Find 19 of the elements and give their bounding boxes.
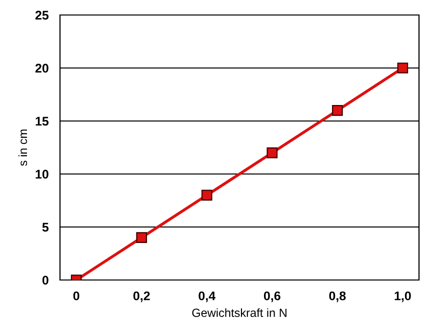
x-tick-label: 0,2: [133, 291, 150, 302]
y-tick-label: 0: [42, 276, 48, 285]
point: [332, 104, 343, 116]
point: [201, 190, 212, 201]
x-tick-label: 0,8: [329, 291, 346, 302]
y-tick-label: 15: [36, 116, 49, 126]
y-tick-label: 25: [35, 10, 49, 20]
point: [266, 147, 278, 158]
x-tick-label: 0,4: [198, 291, 216, 302]
point: [136, 232, 148, 244]
x-tick-label: 0: [73, 291, 80, 300]
point: [397, 62, 408, 74]
x-tick-label: 1,0: [394, 291, 411, 302]
y-axis-title: s in cm: [18, 130, 28, 166]
y-tick-label: 5: [42, 222, 49, 232]
y-tick-label: 10: [36, 170, 48, 179]
x-tick-label: 0,6: [264, 291, 280, 302]
y-tick-label: 20: [35, 64, 48, 73]
x-axis-title: Gewichtskraft in N: [192, 308, 286, 317]
